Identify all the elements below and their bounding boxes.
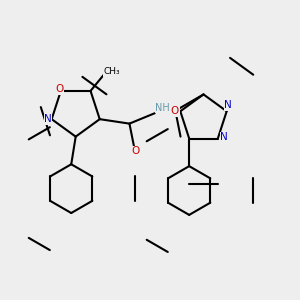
Text: N: N — [220, 132, 228, 142]
Text: O: O — [55, 84, 64, 94]
Text: N: N — [224, 100, 232, 110]
Text: O: O — [171, 106, 179, 116]
Text: CH₃: CH₃ — [103, 67, 120, 76]
Text: O: O — [131, 146, 140, 156]
Text: NH: NH — [155, 103, 170, 113]
Text: N: N — [44, 114, 52, 124]
